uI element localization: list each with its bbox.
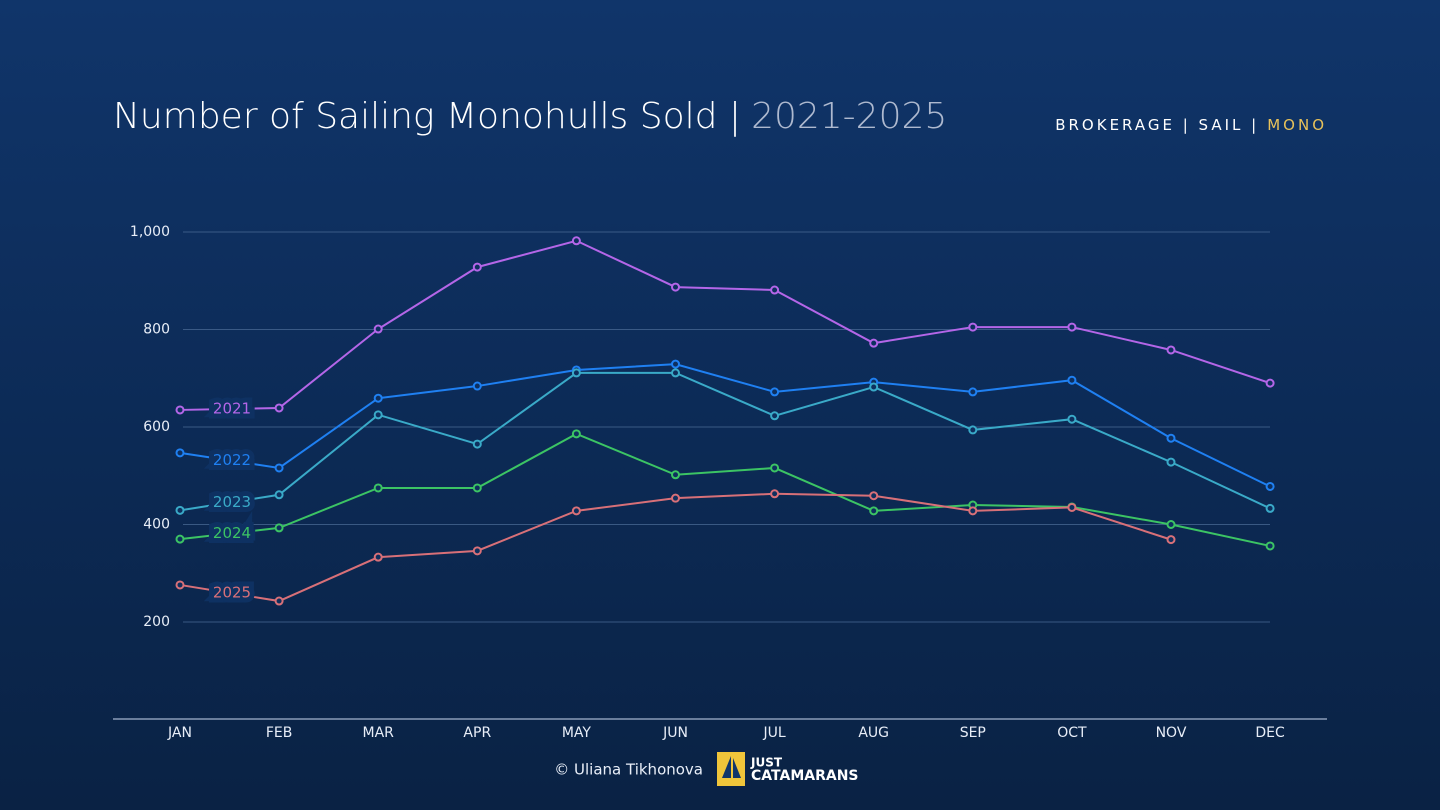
series-line [179, 239, 1271, 411]
data-point [1265, 481, 1275, 491]
data-point [373, 324, 383, 334]
data-point [472, 483, 482, 493]
data-point [274, 523, 284, 533]
data-point [869, 491, 879, 501]
x-tick-label: SEP [960, 725, 986, 741]
series-label: 2021 [213, 399, 251, 417]
series-label: 2022 [213, 451, 251, 469]
data-point [175, 580, 185, 590]
series-line [179, 492, 1172, 603]
data-point [175, 405, 185, 415]
data-point [175, 505, 185, 515]
breadcrumb-path: BROKERAGE | SAIL | [1055, 116, 1259, 134]
data-point [472, 262, 482, 272]
data-point [373, 410, 383, 420]
x-tick-label: MAY [562, 725, 592, 741]
data-point [274, 463, 284, 473]
data-point [175, 534, 185, 544]
series-line [179, 432, 1271, 547]
data-point [968, 506, 978, 516]
breadcrumb: BROKERAGE | SAIL | MONO [1055, 116, 1327, 134]
x-tick-label: JUL [763, 725, 786, 741]
data-point [968, 322, 978, 332]
data-point [1166, 433, 1176, 443]
x-tick-label: FEB [266, 725, 293, 741]
data-point [671, 493, 680, 503]
data-point [1067, 502, 1077, 512]
logo-text: JUST [750, 756, 783, 770]
logo-sail [722, 756, 741, 778]
data-point [770, 411, 780, 421]
x-tick-label: MAR [363, 725, 395, 741]
data-point [1265, 541, 1275, 551]
x-tick-label: JUN [662, 725, 688, 741]
data-point [1166, 457, 1176, 467]
data-point [373, 393, 383, 403]
data-point [1067, 322, 1077, 332]
x-tick-label: DEC [1255, 725, 1285, 741]
data-point [968, 387, 978, 397]
data-point [274, 596, 284, 606]
data-point [571, 429, 581, 439]
data-point [770, 489, 780, 499]
data-point [1265, 503, 1275, 513]
y-tick-label: 800 [143, 322, 170, 338]
data-point [968, 425, 978, 435]
data-point [1166, 520, 1176, 529]
series-line [179, 371, 1271, 512]
data-point [274, 403, 284, 413]
data-point [1067, 414, 1077, 424]
series-label: 2023 [213, 493, 251, 511]
data-point [770, 387, 780, 397]
data-point [671, 368, 680, 378]
data-point [671, 359, 680, 369]
series-label: 2024 [213, 524, 251, 542]
data-point [671, 282, 680, 292]
y-tick-label: 400 [143, 517, 170, 533]
data-point [1265, 378, 1275, 388]
data-point [869, 338, 879, 348]
data-point [175, 448, 185, 458]
data-point [571, 236, 581, 246]
data-point [373, 483, 383, 493]
data-point [671, 470, 680, 480]
logo-text: CATAMARANS [751, 768, 859, 784]
y-tick-label: 600 [143, 419, 170, 435]
data-point [1067, 375, 1077, 385]
data-point [472, 439, 482, 449]
data-point [571, 506, 581, 516]
title-years: 2021-2025 [751, 96, 947, 137]
x-tick-label: AUG [858, 725, 889, 741]
data-point [869, 382, 879, 392]
title-main: Number of Sailing Monohulls Sold | [113, 96, 741, 137]
data-point [1166, 535, 1176, 545]
data-point [274, 490, 284, 500]
data-point [571, 368, 581, 378]
credit: © Uliana Tikhonova [554, 761, 703, 779]
data-point [472, 381, 482, 391]
series-label: 2025 [213, 583, 251, 601]
x-tick-label: OCT [1057, 725, 1087, 741]
chart-title: Number of Sailing Monohulls Sold | 2021-2… [113, 96, 947, 137]
data-point [1166, 345, 1176, 355]
logo: JUST CATAMARANS [717, 752, 859, 786]
y-tick-label: 200 [143, 614, 170, 630]
breadcrumb-current: MONO [1267, 116, 1327, 134]
x-tick-label: JAN [167, 725, 192, 741]
data-point [472, 546, 482, 556]
x-tick-label: NOV [1156, 725, 1187, 741]
data-point [770, 463, 780, 473]
series-line [179, 363, 1271, 488]
data-point [770, 285, 780, 295]
data-point [869, 506, 879, 516]
data-point [373, 552, 383, 562]
x-tick-label: APR [463, 725, 491, 741]
y-tick-label: 1,000 [130, 224, 170, 240]
